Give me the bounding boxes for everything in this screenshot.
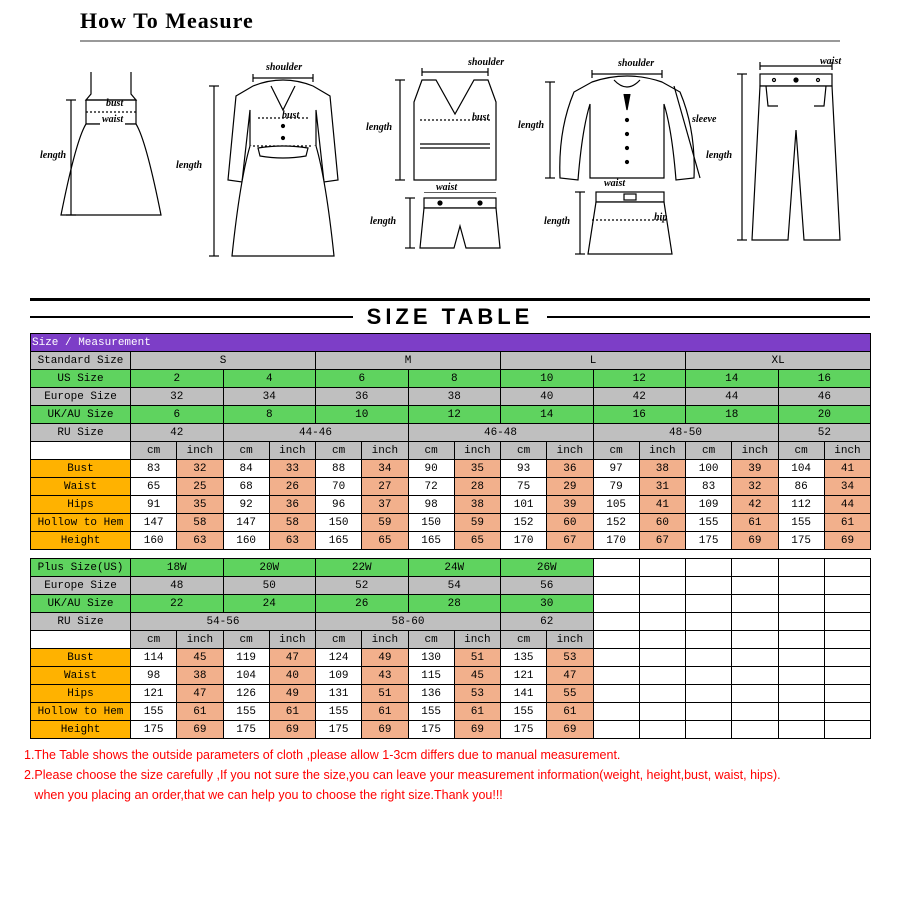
label-shoulder: shoulder	[618, 58, 654, 69]
label-hip: hip	[654, 212, 667, 223]
label-length: length	[366, 122, 392, 133]
label-waist: waist	[436, 182, 457, 193]
diagram-blouse: shoulder length sleeve waist hip length	[542, 60, 712, 260]
label-shoulder: shoulder	[468, 57, 504, 68]
label-shoulder: shoulder	[266, 62, 302, 73]
label-bust: bust	[282, 110, 299, 121]
label-bust: bust	[106, 98, 123, 109]
page-title: How To Measure	[80, 8, 900, 34]
table-header: Size / Measurement	[31, 334, 871, 352]
section-rule	[30, 298, 870, 301]
label-waist: waist	[820, 56, 841, 67]
label-length: length	[370, 216, 396, 227]
measure-diagrams: bust waist length shoulder bust length	[0, 42, 900, 298]
label-bust: bust	[472, 112, 489, 123]
label-length: length	[40, 150, 66, 161]
note-2: 2.Please choose the size carefully ,If y…	[24, 765, 870, 785]
label-length: length	[706, 150, 732, 161]
size-table-title: SIZE TABLE	[353, 304, 548, 330]
diagram-pants: waist length	[724, 60, 864, 260]
label-waist: waist	[100, 114, 125, 125]
diagram-vest: shoulder bust length waist length	[380, 60, 530, 260]
diagram-dress-coat: shoulder bust length	[198, 60, 368, 270]
size-table-main: Size / Measurement Standard Size S M L X…	[30, 333, 871, 550]
label-length: length	[544, 216, 570, 227]
row-label: Standard Size	[31, 352, 131, 370]
label-length: length	[518, 120, 544, 131]
label-waist: waist	[604, 178, 625, 189]
label-length: length	[176, 160, 202, 171]
label-sleeve: sleeve	[692, 114, 716, 125]
diagram-dress-strap: bust waist length	[36, 60, 186, 240]
size-table-heading: SIZE TABLE	[30, 304, 870, 330]
header: How To Measure	[0, 0, 900, 40]
notes: 1.The Table shows the outside parameters…	[0, 739, 900, 805]
size-table-plus: Plus Size(US) 18W20W 22W24W 26W Europe S…	[30, 558, 871, 739]
note-3: when you placing an order,that we can he…	[24, 785, 870, 805]
note-1: 1.The Table shows the outside parameters…	[24, 745, 870, 765]
